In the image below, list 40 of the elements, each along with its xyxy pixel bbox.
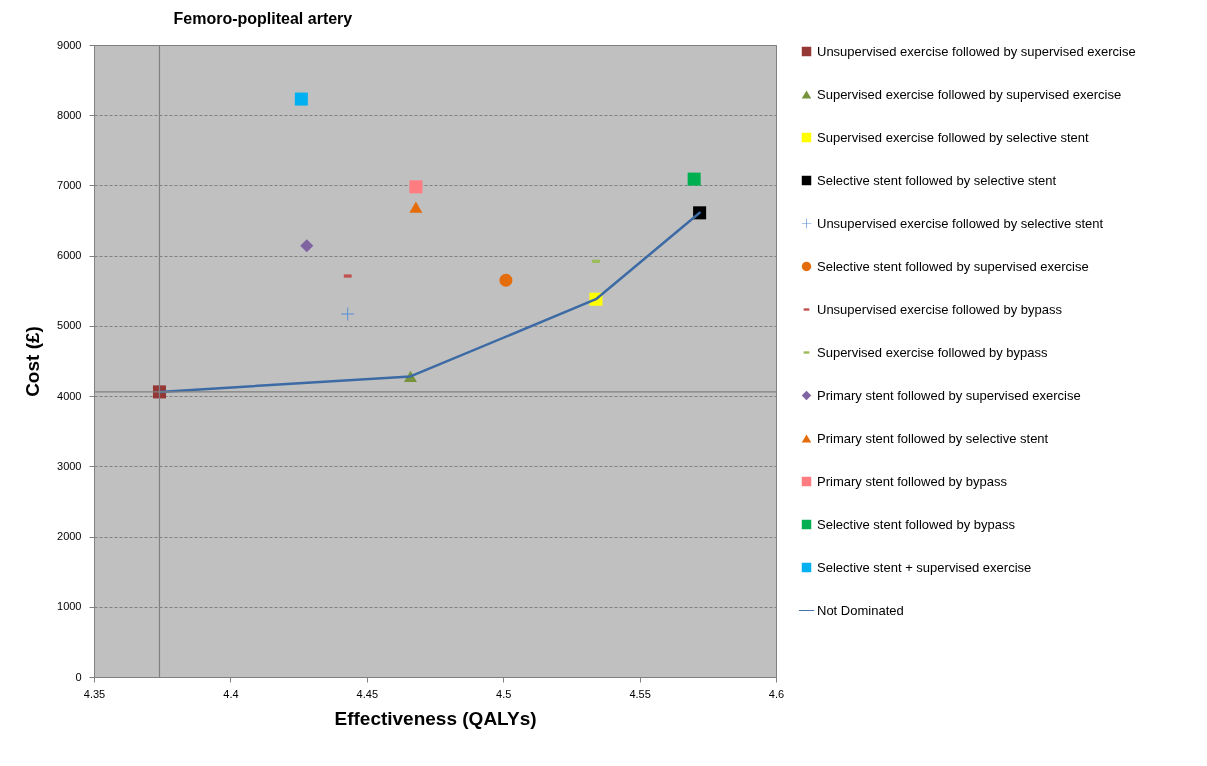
point [300, 239, 314, 253]
point [687, 172, 701, 186]
x-axis-title: Effectiveness (QALYs) [334, 707, 537, 729]
y-tick-label: 6000 [57, 249, 82, 262]
chart-title: Femoro-popliteal artery [173, 10, 353, 27]
point [409, 180, 423, 194]
legend-label: Selective stent + supervised exercise [817, 559, 1032, 575]
y-tick-label: 2000 [57, 530, 82, 543]
y-tick-label: 9000 [57, 38, 82, 51]
legend-label: Primary stent followed by supervised exercise [817, 387, 1081, 403]
x-tick-label: 4.55 [629, 687, 651, 700]
y-tick-label: 3000 [57, 459, 82, 472]
legend-label: Selective stent followed by supervised exercise [817, 258, 1089, 274]
y-tick-label: 1000 [57, 600, 82, 613]
y-axis-title: Cost (£) [22, 326, 44, 397]
point [499, 273, 513, 287]
legend-label: Primary stent followed by selective stent [817, 430, 1049, 446]
x-tick-label: 4.6 [768, 687, 785, 700]
legend-label: Supervised exercise followed by bypass [817, 344, 1049, 360]
point [409, 201, 423, 213]
y-tick-label: 4000 [57, 389, 82, 402]
legend-label: Supervised exercise followed by selective stent [817, 129, 1090, 145]
x-tick-label: 4.4 [223, 687, 239, 700]
legend-label: Selective stent followed by selective stent [817, 172, 1057, 188]
legend-label: Not Dominated [817, 602, 904, 618]
point [294, 92, 308, 106]
y-tick-label: 0 [75, 670, 82, 683]
legend-label: Unsupervised exercise followed by bypass [817, 301, 1063, 317]
x-tick-label: 4.35 [83, 687, 106, 700]
y-tick-label: 8000 [57, 108, 82, 121]
legend-label: Supervised exercise followed by supervised exercise [817, 86, 1122, 102]
legend-label: Selective stent followed by bypass [817, 516, 1016, 532]
y-tick-label: 5000 [57, 319, 82, 332]
y-tick-label: 7000 [57, 178, 82, 191]
legend-label: Unsupervised exercise followed by supervised exercise [817, 43, 1136, 59]
legend-label: Primary stent followed by bypass [817, 473, 1008, 489]
x-tick-label: 4.45 [356, 687, 379, 700]
x-tick-label: 4.5 [496, 687, 512, 700]
point [341, 307, 355, 321]
legend-label: Unsupervised exercise followed by selective stent [817, 215, 1104, 231]
